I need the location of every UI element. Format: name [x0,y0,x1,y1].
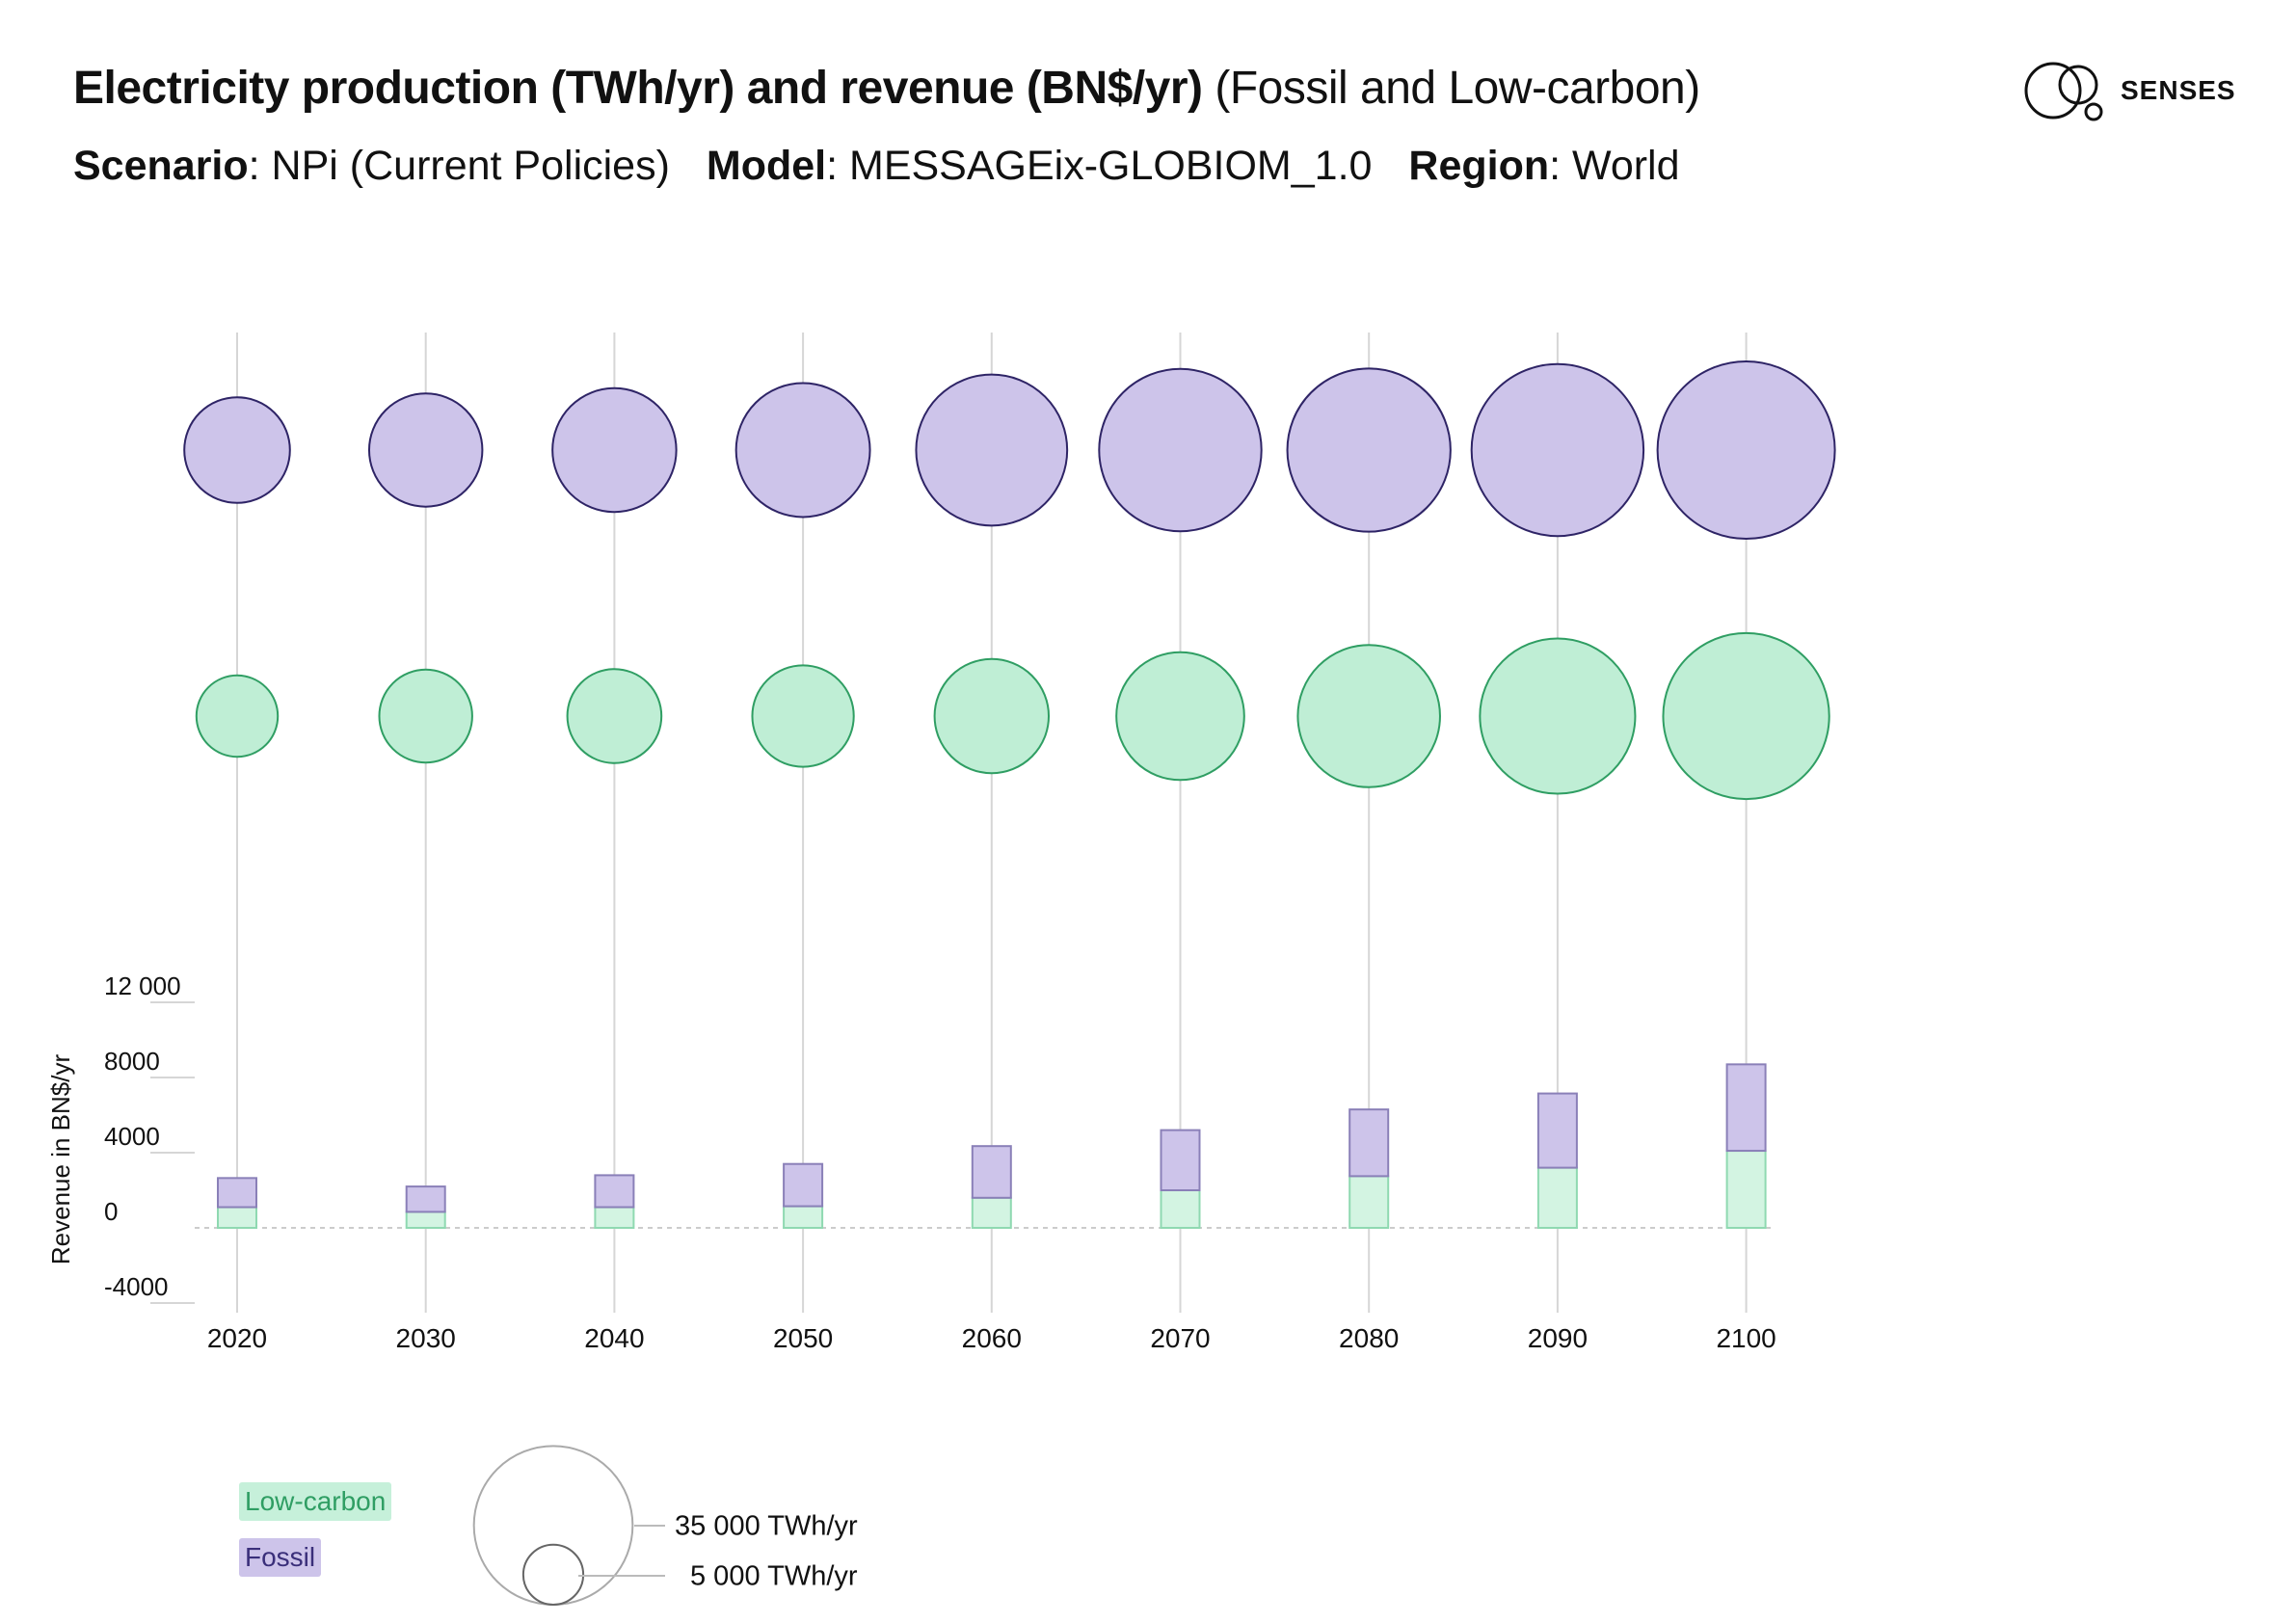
bubble-low-carbon-2070 [1115,651,1245,782]
bar-low-carbon-2030 [405,1211,446,1230]
revenue-axis: 12 000 8000 4000 0 -4000 Revenue in BN$/yr [46,971,1774,1304]
logo-text: SENSES [2121,75,2236,105]
size-legend-label-large: 35 000 TWh/yr [675,1511,858,1542]
x-label-2100: 2100 [1716,1323,1775,1353]
scenario-key: Scenario [73,143,249,189]
model-value: MESSAGEix-GLOBIOM_1.0 [849,143,1373,189]
x-label-2090: 2090 [1528,1323,1588,1353]
x-label-2040: 2040 [584,1323,644,1353]
bar-fossil-2080 [1348,1108,1390,1178]
bar-fossil-2030 [405,1185,446,1213]
bubble-low-carbon-2030 [378,668,473,764]
bubble-low-carbon-2080 [1296,644,1441,788]
region-key: Region [1408,143,1550,189]
x-label-2080: 2080 [1339,1323,1399,1353]
scenario-value: NPi (Current Policies) [271,143,670,189]
bubble-fossil-2020 [183,396,291,504]
region-value: World [1572,143,1680,189]
y-axis-title: Revenue in BN$/yr [46,1054,75,1265]
bar-fossil-2060 [971,1145,1012,1199]
model-key: Model [706,143,827,189]
y-tick-label-2: 4000 [104,1122,160,1151]
bar-fossil-2040 [594,1174,635,1209]
bar-fossil-2050 [783,1162,824,1208]
bar-low-carbon-2080 [1348,1175,1390,1229]
y-tick-label-1: 8000 [104,1047,160,1076]
chart-title: Electricity production (TWh/yr) and reve… [73,62,1700,115]
legend-low-carbon: Low-carbon [239,1482,392,1521]
title-qualifier: (Fossil and Low-carbon) [1215,63,1700,114]
bar-fossil-2020 [217,1177,257,1209]
bubble-low-carbon-2060 [933,657,1051,775]
bubble-fossil-2090 [1470,362,1645,538]
y-tick-label-3: 0 [104,1197,118,1226]
bubble-fossil-2080 [1286,367,1452,533]
bubble-low-carbon-2040 [566,668,663,764]
bubble-low-carbon-2090 [1479,637,1637,795]
bar-fossil-2100 [1725,1063,1767,1153]
x-label-2070: 2070 [1150,1323,1210,1353]
x-label-2020: 2020 [207,1323,267,1353]
bar-low-carbon-2090 [1536,1166,1578,1229]
low-carbon-bubbles [195,631,1830,801]
size-legend-circle-small [521,1543,585,1606]
x-label-2060: 2060 [962,1323,1022,1353]
title-main: Electricity production (TWh/yr) and reve… [73,63,1203,114]
size-legend-circle-large [472,1445,634,1607]
size-legend: 35 000 TWh/yr 5 000 TWh/yr [472,1445,858,1607]
bubble-fossil-2100 [1656,360,1836,540]
bar-low-carbon-2060 [971,1196,1012,1230]
bar-fossil-2070 [1160,1129,1201,1191]
chart-subtitle: Scenario: NPi (Current Policies) Model: … [73,143,1680,189]
fossil-bubbles [183,360,1836,540]
revenue-bars [217,1063,1767,1230]
bubble-fossil-2040 [551,386,678,514]
bubble-fossil-2060 [915,373,1069,527]
bubble-fossil-2050 [734,382,871,519]
y-tick-label-0: 12 000 [104,971,181,1000]
bubble-low-carbon-2020 [195,674,280,758]
bubble-low-carbon-2100 [1662,631,1830,801]
bar-low-carbon-2040 [594,1206,635,1230]
bubble-low-carbon-2050 [751,664,855,768]
bubble-fossil-2070 [1098,367,1263,533]
x-label-2030: 2030 [396,1323,456,1353]
senses-logo-icon [2024,62,2103,121]
bar-low-carbon-2070 [1160,1189,1201,1229]
bar-low-carbon-2020 [217,1206,257,1230]
bar-fossil-2090 [1536,1092,1578,1169]
y-tick-label-4: -4000 [104,1272,169,1301]
bar-low-carbon-2100 [1725,1150,1767,1230]
x-axis-labels: 2020 2030 2040 2050 2060 2070 2080 2090 2100 [207,1323,1776,1353]
legend-fossil: Fossil [239,1538,322,1577]
x-label-2050: 2050 [773,1323,833,1353]
size-legend-label-small: 5 000 TWh/yr [690,1561,858,1592]
bar-low-carbon-2050 [783,1205,824,1229]
bubble-fossil-2030 [367,392,484,508]
